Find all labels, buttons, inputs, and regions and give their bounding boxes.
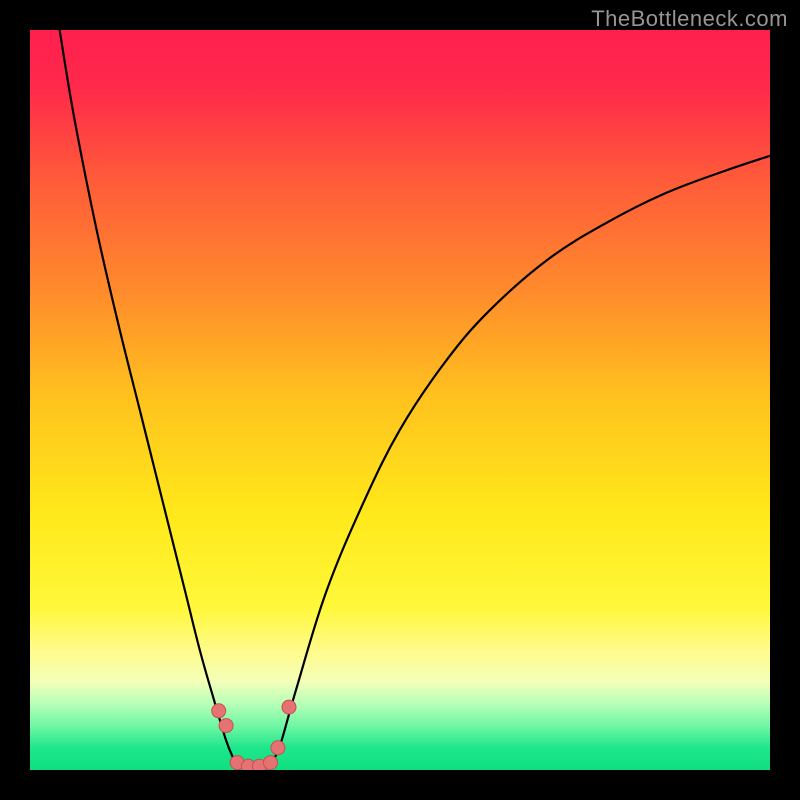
plot-area bbox=[30, 30, 770, 770]
marker-point bbox=[219, 719, 233, 733]
marker-point bbox=[212, 704, 226, 718]
chart-container: TheBottleneck.com bbox=[0, 0, 800, 800]
marker-point bbox=[271, 741, 285, 755]
gradient-background bbox=[30, 30, 770, 770]
chart-svg bbox=[30, 30, 770, 770]
marker-point bbox=[264, 756, 278, 770]
watermark-text: TheBottleneck.com bbox=[591, 6, 788, 32]
marker-point bbox=[282, 700, 296, 714]
